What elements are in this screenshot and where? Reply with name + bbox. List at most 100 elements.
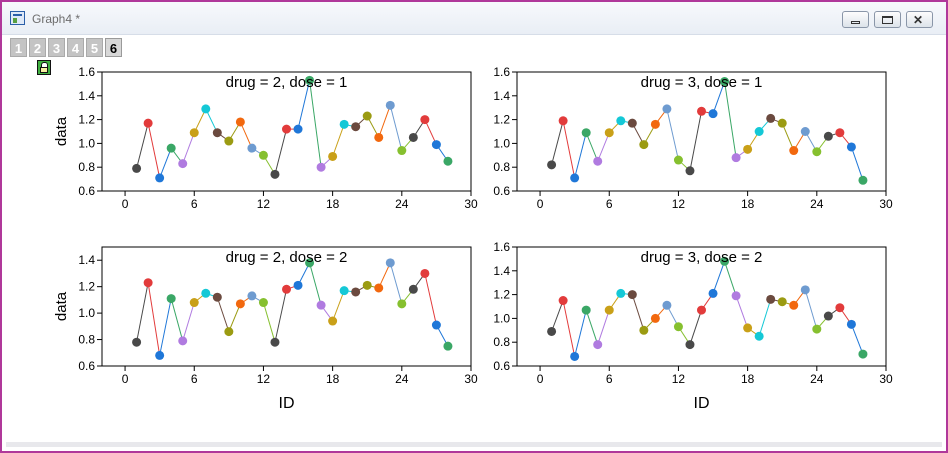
data-point <box>558 296 568 306</box>
x-tick-label: 6 <box>606 372 613 386</box>
data-point <box>697 305 706 315</box>
series-line-segment <box>724 81 737 158</box>
series-line-segment <box>424 273 437 326</box>
window-title: Graph4 * <box>32 12 81 26</box>
data-point <box>777 297 787 307</box>
data-point <box>846 142 856 152</box>
layer-tab-2[interactable]: 2 <box>29 38 46 57</box>
series-line-segment <box>378 105 391 138</box>
data-point <box>662 104 672 114</box>
series-line-segment <box>147 282 161 356</box>
series-line-segment <box>562 120 576 179</box>
layer-tab-6[interactable]: 6 <box>105 38 122 57</box>
layer-tab-5[interactable]: 5 <box>86 38 103 57</box>
y-tick-label: 1.4 <box>78 253 95 267</box>
minimize-button[interactable] <box>842 11 869 28</box>
y-tick-label: 1.6 <box>493 240 510 254</box>
series-line-segment <box>631 294 645 331</box>
data-point <box>743 144 753 154</box>
data-point <box>639 140 649 150</box>
x-tick-label: 6 <box>191 372 198 386</box>
title-bar[interactable]: Graph4 * ✕ <box>2 2 946 35</box>
data-point <box>132 337 142 347</box>
x-tick-label: 24 <box>810 197 824 211</box>
y-tick-label: 0.6 <box>78 359 95 373</box>
data-point <box>143 278 153 288</box>
series-line-segment <box>597 132 610 162</box>
panel-title: drug = 2, dose = 2 <box>226 249 348 266</box>
data-point <box>178 336 188 346</box>
y-tick-label: 1.2 <box>78 113 95 127</box>
data-point <box>189 128 199 138</box>
data-point <box>777 118 787 128</box>
data-point <box>662 300 672 310</box>
data-point <box>132 163 142 173</box>
x-tick-label: 18 <box>741 372 755 386</box>
x-tick-label: 0 <box>537 197 544 211</box>
x-tick-label: 30 <box>879 372 893 386</box>
y-tick-label: 0.8 <box>78 160 95 174</box>
x-tick-label: 6 <box>606 197 613 211</box>
data-point <box>339 286 349 296</box>
data-point <box>247 143 257 153</box>
series-line-segment <box>585 309 599 345</box>
series-line-segment <box>574 309 587 357</box>
restore-button[interactable] <box>874 11 901 28</box>
x-tick-label: 30 <box>464 372 478 386</box>
series-line-segment <box>332 290 345 322</box>
data-point <box>685 166 695 176</box>
data-point <box>385 100 395 110</box>
data-point <box>351 122 361 132</box>
data-point <box>339 119 349 129</box>
x-tick-label: 24 <box>395 197 409 211</box>
x-tick-label: 12 <box>257 372 271 386</box>
x-tick-label: 0 <box>122 372 129 386</box>
data-point <box>293 124 303 134</box>
x-axis-label: ID <box>694 395 710 412</box>
close-button[interactable]: ✕ <box>906 11 933 28</box>
series-line-segment <box>378 262 391 289</box>
data-point <box>305 75 315 85</box>
data-point <box>604 128 614 138</box>
layer-lock-icon[interactable] <box>37 60 51 75</box>
data-point <box>270 337 280 347</box>
data-point <box>593 340 603 350</box>
layer-tab-1[interactable]: 1 <box>10 38 27 57</box>
x-tick-label: 0 <box>122 197 129 211</box>
data-point <box>351 287 361 297</box>
series-line-segment <box>804 289 818 330</box>
series-line-segment <box>274 289 287 343</box>
series-line-segment <box>585 132 599 162</box>
graph-window-icon[interactable] <box>10 11 25 25</box>
series-line-segment <box>735 295 749 329</box>
y-tick-label: 1.6 <box>493 65 510 79</box>
data-point <box>616 288 626 298</box>
data-point <box>708 288 718 298</box>
data-point <box>846 319 856 329</box>
series-line-segment <box>239 121 253 149</box>
y-axis-label: data <box>53 291 70 321</box>
chart-panel-1: 0.6 0.8 1.0 1.2 1.4 1.6 0 6 12 18 24 30 drug = 2, do… <box>53 65 478 211</box>
x-tick-label: 18 <box>326 372 340 386</box>
series-line-segment <box>850 146 864 181</box>
layer-tab-4[interactable]: 4 <box>67 38 84 57</box>
y-tick-label: 0.8 <box>493 335 510 349</box>
data-point <box>547 160 557 170</box>
data-point <box>212 128 222 138</box>
data-point <box>143 118 153 128</box>
data-point <box>593 156 603 166</box>
y-tick-label: 0.8 <box>78 333 95 347</box>
y-tick-label: 0.6 <box>493 359 510 373</box>
y-tick-label: 1.4 <box>78 89 95 103</box>
data-point <box>685 340 695 350</box>
data-point <box>328 316 338 326</box>
data-point <box>616 116 626 126</box>
y-axis-label: data <box>53 116 70 146</box>
layer-tab-3[interactable]: 3 <box>48 38 65 57</box>
series-line-segment <box>389 105 403 151</box>
data-point <box>316 300 326 310</box>
data-point <box>812 147 822 157</box>
data-point <box>720 77 730 87</box>
data-point <box>408 284 418 294</box>
data-point <box>673 322 683 332</box>
